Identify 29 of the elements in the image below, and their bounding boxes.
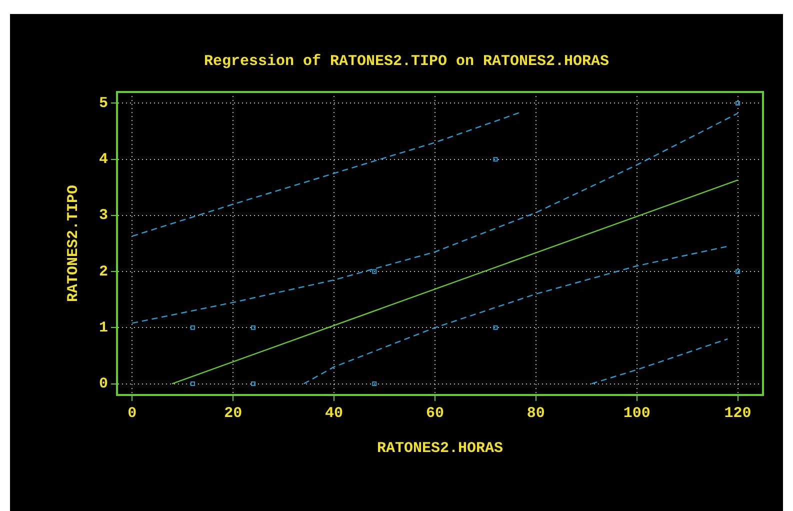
point [190,325,195,330]
y-tick-label: 3 [98,207,108,224]
y-axis-title: RATONES2.TIPO [64,184,82,302]
point [736,269,740,274]
x-tick-label: 40 [325,404,344,422]
line-series [132,112,738,324]
x-tick-label: 60 [426,404,444,422]
x-axis-title: RATONES2.HORAS [376,440,504,457]
point [736,100,740,106]
x-tick-label: 0 [128,404,137,422]
point [251,382,256,386]
x-tick-label: 100 [623,404,650,422]
line-series [303,246,728,384]
x-tick-label: 80 [526,404,545,422]
point [251,325,256,330]
x-tick-label: 120 [724,404,752,422]
point [372,382,377,386]
y-tick-label: 4 [98,151,108,168]
point [372,269,377,274]
y-tick-label: 0 [98,376,108,393]
x-tick-label: 20 [224,404,242,422]
y-tick-label: 2 [98,263,108,280]
point [190,382,195,386]
chart-title: Regression of RATONES2.TIPO on RATONES2.HORAS [204,52,610,70]
y-tick-label: 1 [98,319,108,336]
point [493,157,498,162]
point [493,325,498,330]
line-series [132,112,522,237]
y-tick-label: 5 [98,95,108,112]
